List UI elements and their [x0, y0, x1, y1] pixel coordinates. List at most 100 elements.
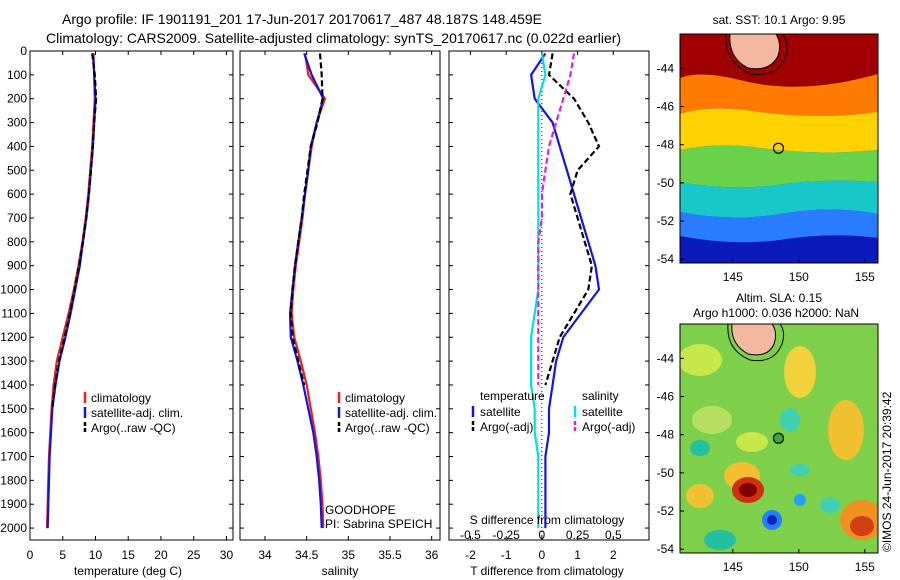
legend-label-satellite: satellite-adj. clim.	[345, 406, 437, 420]
salinity-diff-tick-label: -0.5	[460, 528, 481, 542]
depth-tick-label: 2000	[0, 521, 27, 535]
salinity-diff-tick-label: 0.5	[605, 528, 622, 542]
map-x-tick-label: 145	[723, 270, 743, 284]
difference-top-label: S difference from climatology	[470, 513, 625, 527]
x-tick-label: 0	[539, 548, 546, 562]
x-tick-label: 36	[425, 548, 439, 562]
difference-legend: temperature salinity satellite Argo(-adj…	[471, 389, 635, 434]
sla-argo-marker	[772, 432, 785, 444]
depth-tick-label: 1300	[0, 354, 27, 368]
figure-title-line1: Argo profile: IF 1901191_201 17-Jun-2017…	[62, 11, 542, 27]
x-tick-label: 0	[27, 548, 34, 562]
sla-map-axes: 145 150 155 -44 -46 -48 -50 -52 -54	[657, 351, 875, 574]
map-x-tick-label: 145	[723, 560, 743, 574]
sst-map-title: sat. SST: 10.1 Argo: 9.95	[713, 13, 846, 27]
temperature-panel	[29, 50, 234, 541]
sst-map-frame	[679, 33, 879, 264]
temperature-lines	[45, 53, 98, 529]
sla-map-title-line1: Altim. SLA: 0.15	[736, 291, 822, 305]
depth-tick-label: 600	[7, 187, 27, 201]
difference-lines	[529, 51, 601, 540]
salinity-x-label: salinity	[322, 564, 359, 578]
series-line-argo-raw-qc-	[51, 53, 98, 409]
legend-label-satellite: satellite-adj. clim.	[91, 406, 183, 420]
map-y-tick-label: -52	[657, 504, 675, 518]
x-tick-label: 34.5	[295, 548, 319, 562]
temperature-x-axis: 0 5 10 15 20 25 30	[27, 51, 234, 562]
map-y-tick-label: -52	[657, 214, 675, 228]
sst-argo-marker	[772, 142, 785, 154]
map-x-tick-label: 155	[855, 270, 875, 284]
depth-tick-label: 300	[7, 116, 27, 130]
salinity-legend: climatology satellite-adj. clim. Argo(..…	[337, 391, 437, 435]
map-y-tick-label: -54	[657, 542, 675, 556]
legend-label-temp-satellite: satellite	[480, 405, 521, 419]
sla-map-frame	[679, 323, 879, 554]
x-tick-label: 25	[187, 548, 201, 562]
depth-tick-label: 800	[7, 235, 27, 249]
depth-axis: 0 100 200 300 400 500 600 700 800 900 1000 1100 1200…	[0, 44, 649, 535]
imos-credit: ©IMOS 24-Jun-2017 20:39:42	[880, 391, 894, 552]
map-y-tick-label: -48	[657, 138, 675, 152]
x-tick-label: 35	[342, 548, 356, 562]
salinity-x-axis: 34 34.5 35 35.5 36	[258, 51, 439, 562]
x-tick-label: -2	[465, 548, 476, 562]
legend-label-climatology: climatology	[91, 391, 151, 405]
sla-map-title-line2: Argo h1000: 0.036 h2000: NaN	[693, 306, 859, 320]
depth-tick-label: 1400	[0, 378, 27, 392]
map-y-tick-label: -46	[657, 100, 675, 114]
series-line-temperature-argo-adj-	[544, 53, 601, 386]
depth-tick-label: 1500	[0, 402, 27, 416]
map-y-tick-label: -44	[657, 351, 675, 365]
salinity-panel	[239, 50, 441, 541]
depth-tick-label: 1000	[0, 283, 27, 297]
legend-label-temp-argo: Argo(-adj)	[480, 420, 533, 434]
legend-label-argo: Argo(..raw -QC)	[345, 421, 430, 435]
depth-tick-label: 700	[7, 211, 27, 225]
map-y-tick-label: -44	[657, 61, 675, 75]
x-tick-label: 5	[59, 548, 66, 562]
legend-label-argo: Argo(..raw -QC)	[91, 421, 176, 435]
map-y-tick-label: -50	[657, 176, 675, 190]
series-line-temperature-satellite	[529, 52, 601, 529]
x-tick-label: 10	[89, 548, 103, 562]
x-tick-label: 30	[220, 548, 234, 562]
depth-tick-label: 1800	[0, 473, 27, 487]
salinity-lines	[288, 53, 327, 529]
difference-x-label: T difference from climatology	[470, 564, 624, 578]
map-y-tick-label: -50	[657, 466, 675, 480]
pi-annotation: PI: Sabrina SPEICH	[325, 517, 432, 531]
depth-tick-label: 1700	[0, 450, 27, 464]
x-tick-label: -1	[501, 548, 512, 562]
legend-label-sal-satellite: satellite	[582, 405, 623, 419]
sst-map-axes: 145 150 155 -44 -46 -48 -50 -52 -54	[657, 61, 875, 284]
map-x-tick-label: 155	[855, 560, 875, 574]
series-line-argo-raw-qc-	[289, 53, 324, 386]
salinity-diff-tick-label: 0.25	[566, 528, 590, 542]
depth-tick-label: 400	[7, 139, 27, 153]
x-tick-label: 1	[574, 548, 581, 562]
map-x-tick-label: 150	[789, 560, 809, 574]
depth-tick-label: 0	[20, 44, 27, 58]
depth-tick-label: 100	[7, 68, 27, 82]
temperature-x-label: temperature (deg C)	[74, 564, 182, 578]
difference-panel	[448, 50, 650, 541]
x-tick-label: 2	[610, 548, 617, 562]
depth-tick-label: 1900	[0, 497, 27, 511]
series-line-salinity-argo-adj-	[537, 53, 576, 385]
temperature-legend: climatology satellite-adj. clim. Argo(..…	[83, 391, 183, 435]
salinity-diff-tick-label: -0.25	[492, 528, 520, 542]
x-tick-label: 15	[122, 548, 136, 562]
series-line-salinity-satellite	[529, 53, 547, 529]
legend-label-climatology: climatology	[345, 391, 405, 405]
depth-tick-label: 1600	[0, 426, 27, 440]
map-x-tick-label: 150	[789, 270, 809, 284]
sst-map-image	[680, 34, 878, 263]
depth-tick-label: 1100	[1, 306, 27, 320]
legend-label-sal-argo: Argo(-adj)	[582, 420, 635, 434]
x-tick-label: 34	[258, 548, 272, 562]
depth-tick-label: 900	[7, 259, 27, 273]
figure-title-line2: Climatology: CARS2009. Satellite-adjuste…	[46, 30, 621, 46]
